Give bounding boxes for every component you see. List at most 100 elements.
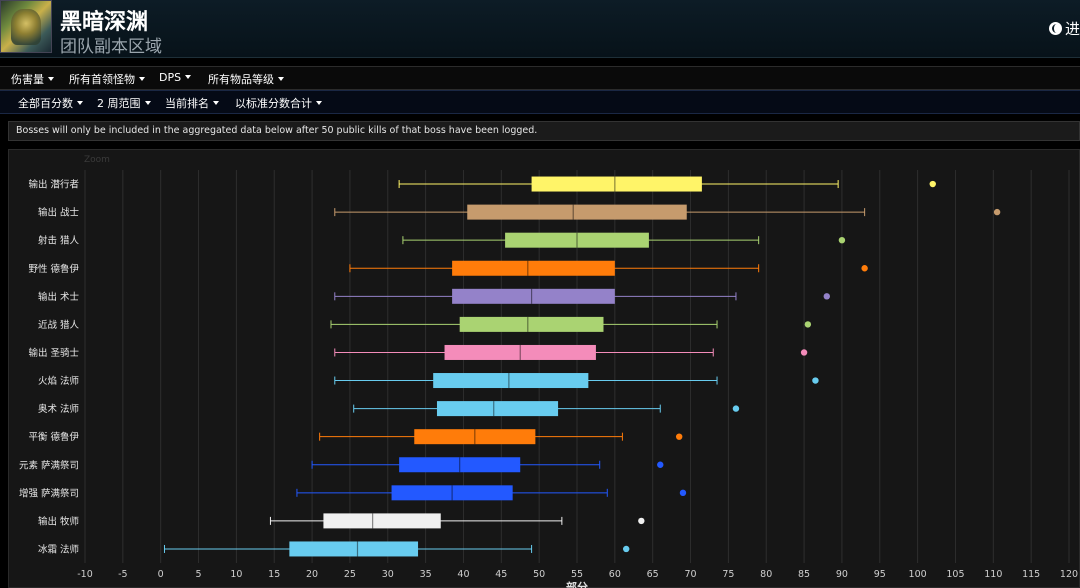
menu-boss[interactable]: 所有首领怪物 <box>69 71 145 87</box>
menu-ranking-label: 当前排名 <box>165 97 209 110</box>
box <box>323 513 441 529</box>
chart-panel: Zoom -10 -5 0 5 10 15 20 25 30 35 40 45 50 55 60 65 70 75 8… <box>8 149 1080 588</box>
caret-down-icon <box>316 101 322 105</box>
x-tick-label: 30 <box>382 569 394 580</box>
category-label: 元素 萨满祭司 <box>19 459 79 471</box>
menu-metric-label: 伤害量 <box>11 73 44 86</box>
x-tick-label: 15 <box>268 569 280 580</box>
page-title: 黑暗深渊 <box>60 10 149 35</box>
outlier-point <box>993 208 1001 216</box>
outlier-point <box>823 293 830 300</box>
category-label: 冰霜 法师 <box>38 543 79 555</box>
category-label: 输出 潜行者 <box>28 179 79 191</box>
menu-range-label: 2 周范围 <box>97 97 141 110</box>
caret-down-icon <box>139 77 145 81</box>
x-tick-label: 70 <box>684 569 696 580</box>
notice-bar: Bosses will only be included in the aggr… <box>8 121 1080 141</box>
x-tick-label: 35 <box>420 569 432 580</box>
menu-metric[interactable]: 伤害量 <box>11 71 54 87</box>
nav-link[interactable]: 进 <box>1049 18 1080 39</box>
box <box>452 288 615 304</box>
filter-menubar-secondary: 全部百分数 2 周范围 当前排名 以标准分数合计 <box>0 90 1080 114</box>
filter-menubar-primary: 伤害量 所有首领怪物 DPS 所有物品等级 <box>0 66 1080 90</box>
category-label: 输出 牧师 <box>38 515 79 527</box>
caret-down-icon <box>48 77 54 81</box>
x-tick-label: 45 <box>495 569 507 580</box>
category-label: 输出 战士 <box>38 207 80 219</box>
box <box>531 176 702 192</box>
x-tick-label: 10 <box>230 569 242 580</box>
menu-item-level[interactable]: 所有物品等级 <box>208 71 284 87</box>
x-tick-label: 110 <box>984 569 1002 580</box>
x-tick-label: 80 <box>760 569 772 580</box>
x-tick-label: 100 <box>909 569 927 580</box>
x-tick-label: -10 <box>77 569 93 580</box>
x-tick-label: 115 <box>1022 569 1040 580</box>
box <box>414 429 536 445</box>
box <box>505 232 649 248</box>
menu-range[interactable]: 2 周范围 <box>97 95 151 111</box>
outlier-point <box>679 489 687 497</box>
outlier-point <box>638 517 645 525</box>
box <box>289 541 419 557</box>
category-label: 平衡 德鲁伊 <box>28 431 79 443</box>
page-subtitle: 团队副本区域 <box>60 37 162 57</box>
outlier-point <box>623 545 630 553</box>
box <box>399 457 521 473</box>
page-header: 黑暗深渊 团队副本区域 进 <box>0 0 1080 58</box>
menu-boss-label: 所有首领怪物 <box>69 73 135 86</box>
category-label: 奥术 法师 <box>38 403 79 415</box>
x-tick-label: 5 <box>196 569 202 580</box>
menu-aggregation[interactable]: 以标准分数合计 <box>235 95 322 111</box>
outlier-point <box>675 433 683 440</box>
x-tick-label: 85 <box>798 569 810 580</box>
outlier-point <box>929 180 936 188</box>
box <box>391 485 513 501</box>
x-tick-label: 40 <box>457 569 469 580</box>
outlier-point <box>838 236 846 244</box>
x-tick-label: 65 <box>647 569 659 580</box>
category-label: 火焰 法师 <box>38 375 79 387</box>
x-tick-label: 105 <box>946 569 964 580</box>
x-tick-label: 0 <box>158 569 164 580</box>
x-tick-label: 60 <box>609 569 621 580</box>
menu-percentile[interactable]: 全部百分数 <box>18 95 83 111</box>
outlier-point <box>657 461 664 468</box>
category-label: 野性 德鲁伊 <box>28 263 79 275</box>
caret-down-icon <box>213 101 219 105</box>
x-tick-label: 50 <box>533 569 545 580</box>
globe-icon <box>1049 22 1062 35</box>
caret-down-icon <box>278 77 284 81</box>
category-label: 近战 猎人 <box>38 319 80 331</box>
x-tick-label: 90 <box>836 569 848 580</box>
outlier-point <box>800 349 808 356</box>
outlier-point <box>861 265 868 272</box>
box <box>444 344 596 360</box>
box <box>467 204 687 220</box>
outlier-point <box>804 321 812 328</box>
menu-percentile-label: 全部百分数 <box>18 97 73 110</box>
x-tick-label: -5 <box>118 569 127 580</box>
box <box>452 260 615 276</box>
category-label: 增强 萨满祭司 <box>19 487 79 499</box>
x-tick-label: 20 <box>306 569 318 580</box>
menu-item-level-label: 所有物品等级 <box>208 73 274 86</box>
menu-ranking[interactable]: 当前排名 <box>165 95 219 111</box>
caret-down-icon <box>185 75 192 79</box>
caret-down-icon <box>144 101 151 105</box>
category-label: 射击 猎人 <box>38 235 80 247</box>
outlier-point <box>732 405 740 412</box>
x-tick-label: 25 <box>344 569 356 580</box>
box <box>436 401 559 417</box>
menu-role-label: DPS <box>159 71 182 84</box>
category-label: 输出 术士 <box>38 291 80 303</box>
x-axis-label: 部分 <box>566 580 588 588</box>
menu-aggregation-label: 以标准分数合计 <box>235 97 312 110</box>
x-tick-label: 95 <box>874 569 886 580</box>
category-label: 输出 圣骑士 <box>28 347 79 359</box>
box <box>433 373 589 389</box>
zone-icon <box>0 0 52 53</box>
menu-role[interactable]: DPS <box>159 71 192 84</box>
boxplot-chart: Zoom -10 -5 0 5 10 15 20 25 30 35 40 45 50 55 60 65 70 75 8… <box>19 155 1078 588</box>
box <box>459 316 604 332</box>
